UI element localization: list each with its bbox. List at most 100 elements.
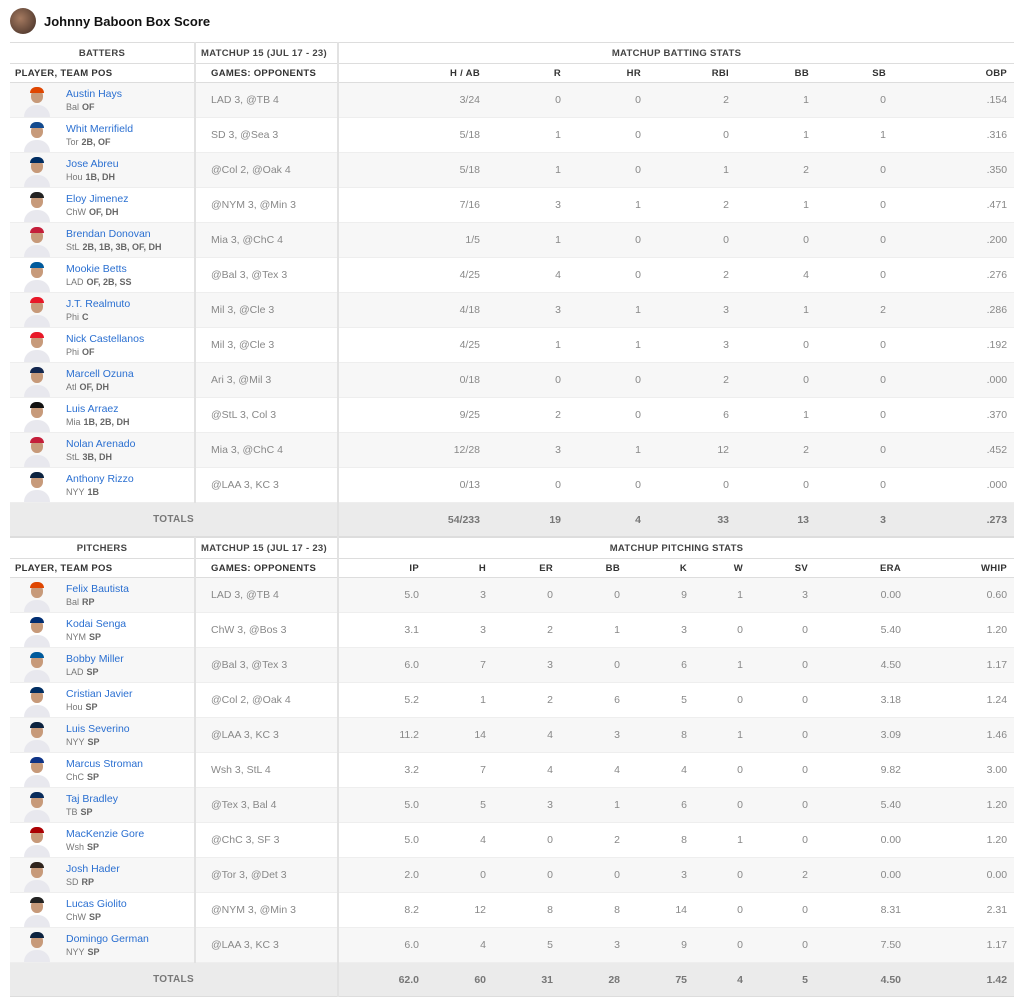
col-obp[interactable]: OBP <box>893 63 1015 83</box>
player-name-link[interactable]: Cristian Javier <box>66 688 133 700</box>
col-r[interactable]: R <box>487 63 568 83</box>
stat-k: 9 <box>627 927 694 963</box>
player-name-link[interactable]: Felix Bautista <box>66 583 130 595</box>
player-name-link[interactable]: Marcus Stroman <box>66 758 144 770</box>
player-name-link[interactable]: Austin Hays <box>66 88 123 100</box>
col-rbi[interactable]: RBI <box>648 63 736 83</box>
stat-sb: 0 <box>816 187 893 223</box>
stat-bb: 1 <box>736 187 816 223</box>
stat-obp: .192 <box>893 327 1015 363</box>
player-cell: Luis Severino NYY SP <box>10 717 196 753</box>
col-er[interactable]: ER <box>493 558 560 578</box>
games-opponents: @LAA 3, KC 3 <box>195 927 339 963</box>
stat-h: 14 <box>426 717 493 753</box>
games-opponents: ChW 3, @Bos 3 <box>195 612 339 648</box>
player-positions: SP <box>87 947 100 957</box>
col-whip[interactable]: WHIP <box>908 558 1015 578</box>
headshot-cap <box>30 652 44 658</box>
stat-hr: 1 <box>568 292 648 328</box>
games-opponents: @Col 2, @Oak 4 <box>195 682 339 718</box>
player-row: Luis Arraez Mia 1B, 2B, DH @StL 3, Col 3 9/2… <box>10 397 1015 433</box>
stat-hab: 1/5 <box>338 222 487 258</box>
player-name-link[interactable]: Whit Merrifield <box>66 123 134 135</box>
player-name-link[interactable]: Brendan Donovan <box>66 228 151 240</box>
player-positions: SP <box>87 772 100 782</box>
player-team-pos: TB SP <box>66 807 118 817</box>
player-name-link[interactable]: Domingo German <box>66 933 149 945</box>
player-headshot <box>24 472 50 502</box>
player-team: Hou <box>66 702 83 712</box>
total-h: 60 <box>426 962 493 997</box>
stat-bb: 0 <box>560 577 627 613</box>
player-headshot <box>24 297 50 327</box>
player-name-link[interactable]: Taj Bradley <box>66 793 118 805</box>
player-name-link[interactable]: MacKenzie Gore <box>66 828 145 840</box>
player-name-link[interactable]: Kodai Senga <box>66 618 127 630</box>
col-ip[interactable]: IP <box>338 558 426 578</box>
totals-row: TOTALS 62.0 60 31 28 75 4 5 4.50 1.42 <box>10 962 1015 997</box>
col-era[interactable]: ERA <box>815 558 908 578</box>
player-headshot <box>24 332 50 362</box>
stat-sb: 0 <box>816 432 893 468</box>
player-row: Anthony Rizzo NYY 1B @LAA 3, KC 3 0/13 0 0 0 0 0.… <box>10 467 1015 503</box>
stat-era: 8.31 <box>815 892 908 928</box>
stat-obp: .286 <box>893 292 1015 328</box>
player-positions: SP <box>86 667 99 677</box>
col-k[interactable]: K <box>627 558 694 578</box>
stat-hab: 7/16 <box>338 187 487 223</box>
player-name-link[interactable]: Marcell Ozuna <box>66 368 134 380</box>
player-name-link[interactable]: Luis Severino <box>66 723 130 735</box>
player-name-link[interactable]: Jose Abreu <box>66 158 119 170</box>
stat-whip: 1.20 <box>908 612 1015 648</box>
games-opponents: Mia 3, @ChC 4 <box>195 222 339 258</box>
player-name-link[interactable]: Bobby Miller <box>66 653 124 665</box>
totals-row: TOTALS 54/233 19 4 33 13 3.273 <box>10 502 1015 537</box>
stat-era: 5.40 <box>815 787 908 823</box>
stat-w: 0 <box>694 752 750 788</box>
stat-obp: .316 <box>893 117 1015 153</box>
player-name-link[interactable]: Josh Hader <box>66 863 120 875</box>
total-k: 75 <box>627 962 694 997</box>
headshot-body <box>24 490 50 502</box>
player-name-link[interactable]: Nick Castellanos <box>66 333 145 345</box>
player-team-pos: NYY SP <box>66 947 149 957</box>
stat-bb: 1 <box>560 612 627 648</box>
col-bb[interactable]: BB <box>560 558 627 578</box>
player-name-link[interactable]: Mookie Betts <box>66 263 127 275</box>
stat-whip: 2.31 <box>908 892 1015 928</box>
stat-ip: 5.2 <box>338 682 426 718</box>
player-row: Taj Bradley TB SP @Tex 3, Bal 4 5.0 5 3 1 6 0 0 5.4… <box>10 787 1015 823</box>
player-name-link[interactable]: Nolan Arenado <box>66 438 136 450</box>
player-info: Cristian Javier Hou SP <box>10 683 194 717</box>
stat-whip: 1.24 <box>908 682 1015 718</box>
headshot-body <box>24 105 50 117</box>
headshot-body <box>24 880 50 892</box>
col-bb[interactable]: BB <box>736 63 816 83</box>
player-name-link[interactable]: Eloy Jimenez <box>66 193 129 205</box>
player-name-link[interactable]: Luis Arraez <box>66 403 119 415</box>
games-opponents: @NYM 3, @Min 3 <box>195 187 339 223</box>
col-hr[interactable]: HR <box>568 63 648 83</box>
player-team: StL <box>66 242 80 252</box>
player-row: Kodai Senga NYM SP ChW 3, @Bos 3 3.1 3 2 1 3 0 0 5.… <box>10 612 1015 648</box>
stat-bb: 2 <box>736 152 816 188</box>
stat-obp: .000 <box>893 467 1015 503</box>
player-name-link[interactable]: Lucas Giolito <box>66 898 127 910</box>
player-team-pos: Phi OF <box>66 347 144 357</box>
player-positions: OF, 2B, SS <box>86 277 132 287</box>
stat-ip: 3.2 <box>338 752 426 788</box>
player-name-link[interactable]: J.T. Realmuto <box>66 298 131 310</box>
stat-sb: 2 <box>816 292 893 328</box>
player-name-link[interactable]: Anthony Rizzo <box>66 473 134 485</box>
stat-hr: 0 <box>568 397 648 433</box>
col-h[interactable]: H <box>426 558 493 578</box>
col-sv[interactable]: SV <box>750 558 815 578</box>
player-cell: Marcus Stroman ChC SP <box>10 752 196 788</box>
col-sb[interactable]: SB <box>816 63 893 83</box>
col-hab[interactable]: H / AB <box>338 63 487 83</box>
stat-bb: 1 <box>736 117 816 153</box>
player-text: Brendan Donovan StL 2B, 1B, 3B, OF, DH <box>66 228 162 252</box>
player-text: Nick Castellanos Phi OF <box>66 333 144 357</box>
col-w[interactable]: W <box>694 558 750 578</box>
